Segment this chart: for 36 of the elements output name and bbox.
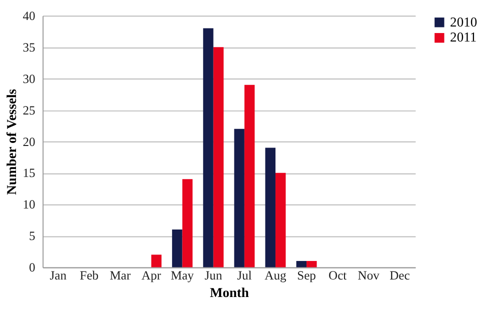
y-tick-label: 20 — [22, 134, 36, 149]
x-tick-label: Mar — [110, 268, 132, 282]
x-tick-label: Dec — [390, 268, 410, 282]
x-tick-label: Jul — [237, 268, 252, 282]
x-tick-label: Feb — [80, 268, 99, 282]
y-tick-label: 30 — [22, 72, 36, 86]
y-axis-title: Number of Vessels — [4, 88, 19, 195]
y-tick-label: 40 — [22, 8, 36, 23]
y-tick-label: 10 — [22, 198, 36, 212]
bar — [213, 47, 224, 268]
x-tick-label: Nov — [358, 268, 380, 282]
y-tick-label: 25 — [22, 103, 36, 118]
legend-label: 2010 — [450, 14, 478, 30]
y-tick-label: 15 — [22, 166, 36, 180]
bar — [151, 254, 162, 268]
x-tick-label: Aug — [264, 268, 288, 282]
bar — [265, 148, 276, 268]
x-tick-label: May — [170, 268, 195, 282]
x-tick-label: Oct — [328, 268, 348, 282]
bar — [203, 28, 214, 268]
x-tick-label: Apr — [141, 268, 162, 282]
legend-label: 2011 — [450, 30, 477, 45]
bar — [182, 179, 193, 268]
bar — [296, 260, 307, 268]
x-tick-label: Sep — [297, 268, 316, 282]
x-tick-label: Jan — [50, 268, 68, 282]
bar — [275, 172, 286, 268]
bar — [306, 260, 317, 268]
bar — [234, 128, 244, 268]
y-tick-label: 35 — [22, 40, 36, 54]
bar — [244, 84, 255, 268]
x-axis-title: Month — [210, 284, 250, 300]
x-tick-label: Jun — [204, 268, 223, 282]
y-tick-label: 0 — [29, 260, 36, 275]
bar — [172, 230, 182, 268]
y-tick-label: 5 — [29, 229, 36, 244]
